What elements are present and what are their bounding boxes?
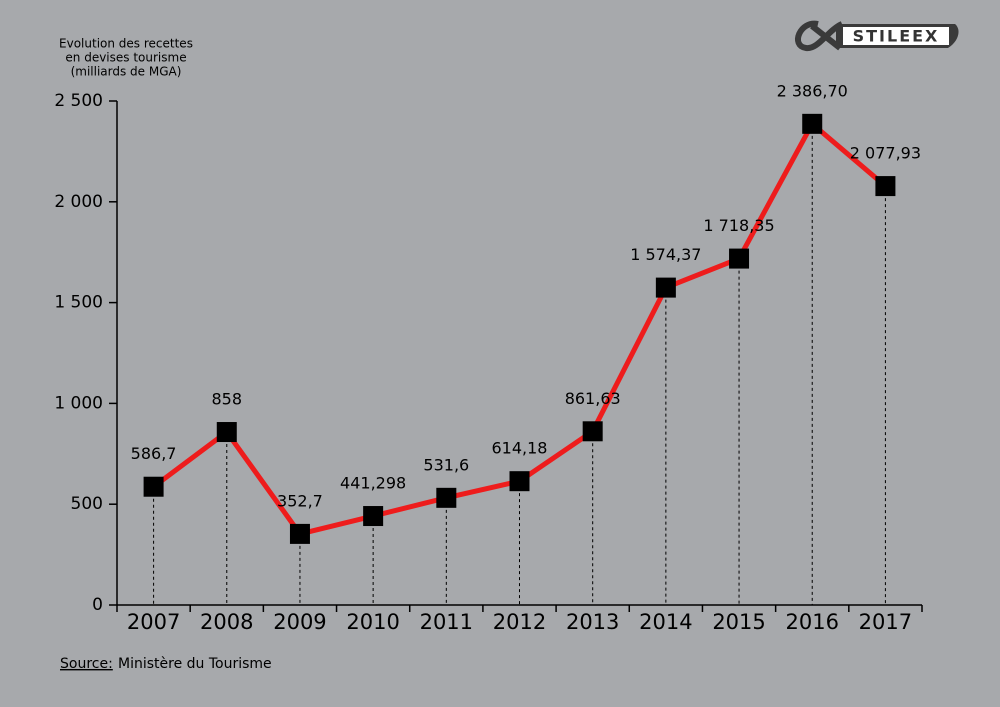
x-tick-label: 2015 xyxy=(712,610,765,634)
value-label: 441,298 xyxy=(340,474,406,493)
value-label: 2 386,70 xyxy=(777,81,848,100)
x-tick-label: 2016 xyxy=(786,610,839,634)
x-tick-label: 2013 xyxy=(566,610,619,634)
x-tick-label: 2010 xyxy=(346,610,399,634)
marker xyxy=(875,176,896,197)
marker xyxy=(582,421,603,442)
value-label: 586,7 xyxy=(131,444,177,463)
value-label: 858 xyxy=(211,390,242,409)
y-tick-label: 1 500 xyxy=(54,293,103,313)
x-tick-label: 2014 xyxy=(639,610,692,634)
y-tick-label: 2 000 xyxy=(54,192,103,212)
x-tick-label: 2011 xyxy=(420,610,473,634)
value-label: 614,18 xyxy=(492,439,548,458)
value-label: 531,6 xyxy=(423,455,469,474)
y-tick-label: 500 xyxy=(71,494,103,514)
value-label: 1 574,37 xyxy=(630,245,701,264)
chart-title: Evolution des recettes xyxy=(59,37,193,51)
x-tick-label: 2007 xyxy=(127,610,180,634)
x-tick-label: 2009 xyxy=(273,610,326,634)
x-tick-label: 2012 xyxy=(493,610,546,634)
logo: STILEEX xyxy=(795,20,959,52)
y-tick-label: 2 500 xyxy=(54,91,103,111)
chart-title: (milliards de MGA) xyxy=(71,65,182,79)
value-label: 1 718,35 xyxy=(703,216,774,235)
logo-text: STILEEX xyxy=(853,27,940,46)
y-tick-label: 0 xyxy=(92,595,103,615)
logo-symbol xyxy=(795,20,844,52)
value-label: 2 077,93 xyxy=(850,144,921,163)
marker xyxy=(436,487,457,508)
marker xyxy=(216,422,237,443)
source: Ministère du Tourisme xyxy=(118,656,272,672)
marker xyxy=(363,506,384,527)
marker xyxy=(729,248,750,269)
x-tick-label: 2008 xyxy=(200,610,253,634)
source-label: Source: xyxy=(60,656,113,672)
y-tick-label: 1 000 xyxy=(54,393,103,413)
value-label: 352,7 xyxy=(277,491,323,510)
chart-title: en devises tourisme xyxy=(65,51,186,65)
marker xyxy=(655,277,676,298)
marker xyxy=(289,523,310,544)
marker xyxy=(509,471,530,492)
x-tick-label: 2017 xyxy=(859,610,912,634)
logo-box xyxy=(843,27,949,45)
value-label: 861,63 xyxy=(565,389,621,408)
marker xyxy=(143,476,164,497)
marker xyxy=(802,113,823,134)
